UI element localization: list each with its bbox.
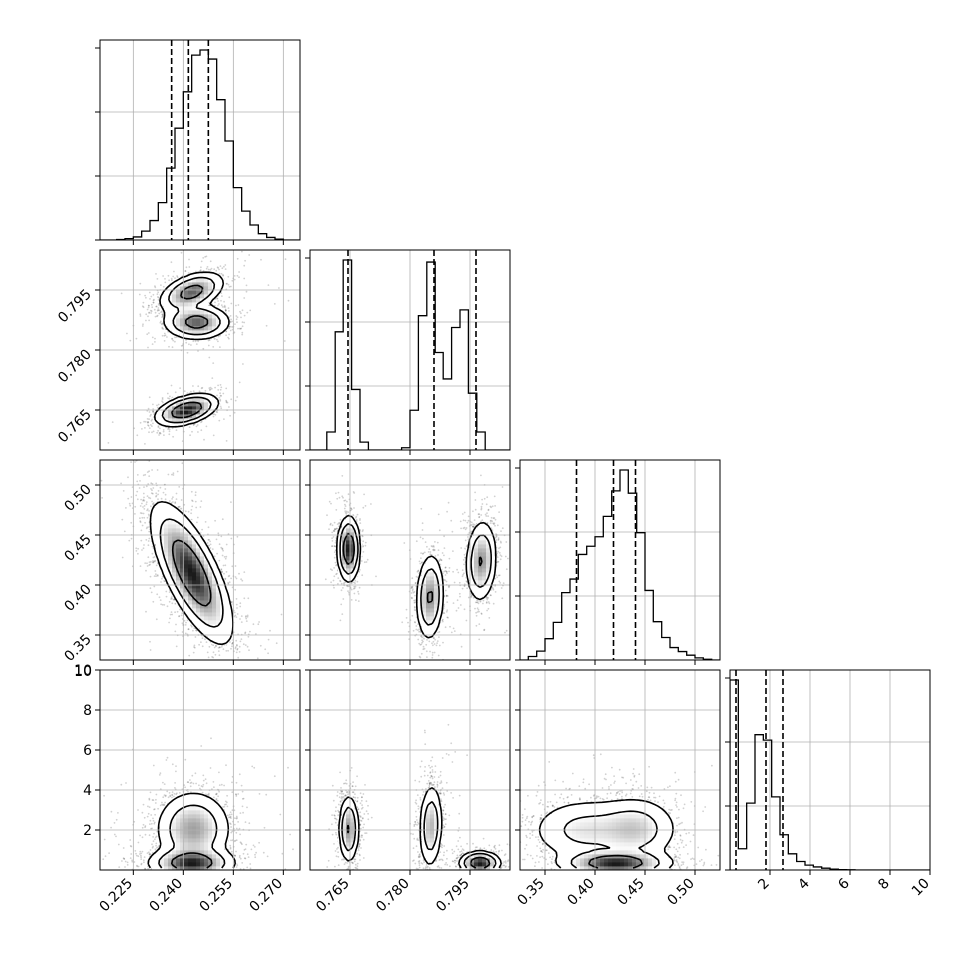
axes-frame <box>309 459 511 661</box>
x-tick-label: 0.255 <box>196 876 236 916</box>
x-tick-label: 0.240 <box>146 876 186 916</box>
x-tick-label: 0.225 <box>96 876 136 916</box>
histogram-step-2 <box>520 469 720 660</box>
contour-lines <box>153 271 230 428</box>
y-tick-label: 10 <box>74 663 92 679</box>
x-tick-label: 10 <box>909 876 933 900</box>
contour-path <box>153 271 230 428</box>
histogram-step-3 <box>730 679 930 870</box>
y-tick-label: 0.765 <box>55 407 95 447</box>
y-tick-label: 0.35 <box>61 632 94 665</box>
scatter-panel-0-1: 0.765 0.780 0.795 <box>55 249 301 455</box>
x-tick-label: 0.35 <box>514 876 547 909</box>
y-tick-label: 0.45 <box>61 532 94 565</box>
x-tick-label: 0.270 <box>246 876 286 916</box>
x-tick-label: 0.40 <box>564 876 597 909</box>
x-tick-label: 6 <box>835 875 853 893</box>
axes-frame <box>99 39 301 241</box>
panel-body <box>107 250 290 445</box>
contour-lines <box>147 792 236 869</box>
panel-body <box>324 474 509 660</box>
panel-body <box>100 460 283 660</box>
x-tick-label: 0.780 <box>373 876 413 916</box>
x-tick-label: 2 <box>755 876 773 894</box>
hist-panel-2 <box>515 459 721 665</box>
x-tick-label: 0.45 <box>614 876 647 909</box>
y-tick-label: 2 <box>83 823 92 839</box>
contour-path <box>338 787 502 869</box>
histogram-step-0 <box>100 49 300 240</box>
axes-frame <box>99 669 301 871</box>
x-tick-label: 0.795 <box>433 876 473 916</box>
axes-frame <box>309 669 511 871</box>
y-tick-label: 4 <box>83 783 92 799</box>
contour-path <box>538 798 674 869</box>
hist-panel-1 <box>305 249 511 455</box>
contour-lines <box>538 798 674 869</box>
axes-frame <box>729 669 931 871</box>
contour-lines <box>149 500 234 646</box>
density-cells <box>148 794 237 870</box>
contour-lines <box>338 787 502 869</box>
y-tick-label: 0.780 <box>55 347 95 387</box>
y-tick-label: 0.40 <box>61 582 94 615</box>
y-tick-label: 0.50 <box>61 482 94 515</box>
x-tick-label: 0.765 <box>313 876 353 916</box>
axes-frame <box>309 249 511 451</box>
panel-body <box>326 723 510 870</box>
scatter-panel-0-2: 0.35 0.40 0.45 0.50 <box>61 459 301 665</box>
hist-panel-0 <box>95 39 301 245</box>
hist-panel-3: 2 4 6 8 10 <box>725 669 933 900</box>
histogram-step-1 <box>310 259 510 450</box>
axes-frame <box>99 459 301 661</box>
axes-frame <box>99 249 301 451</box>
scatter-panel-1-3: 0.765 0.780 0.795 <box>305 669 511 916</box>
axes-frame <box>519 459 721 661</box>
contour-path <box>149 500 234 646</box>
scatter-panel-2-3: 0.35 0.40 0.45 0.50 <box>514 669 721 909</box>
scatter-panel-0-3: 0.225 0.240 0.255 0.270 2 4 6 8 10 <box>74 663 301 916</box>
panel-body <box>102 737 294 870</box>
x-tick-label: 0.50 <box>664 876 697 909</box>
contour-path <box>147 792 236 869</box>
y-tick-label: 6 <box>83 743 92 759</box>
y-tick-label: 10 <box>74 664 92 680</box>
x-tick-label: 4 <box>795 875 813 893</box>
scatter-panel-1-2 <box>305 459 511 665</box>
y-tick-label: 8 <box>83 703 92 719</box>
y-tick-label: 0.795 <box>55 287 95 327</box>
x-tick-label: 8 <box>875 876 893 894</box>
axes-frame <box>519 669 721 871</box>
panel-body <box>520 753 720 870</box>
